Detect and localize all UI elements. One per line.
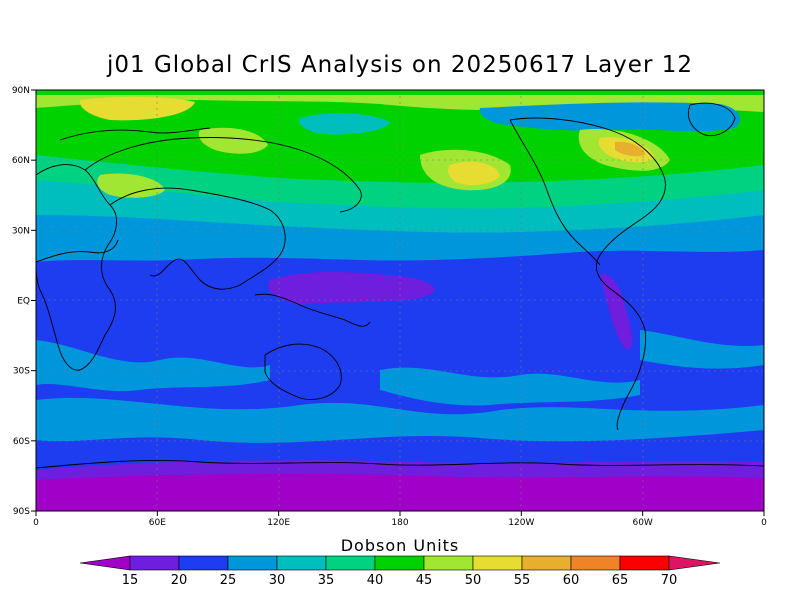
colorbar-segment — [472, 555, 523, 571]
colorbar: 15 20 25 30 35 40 45 50 55 60 65 70 — [79, 555, 721, 588]
colorbar-label: 65 — [612, 573, 629, 588]
colorbar-label: 45 — [416, 573, 433, 588]
colorbar-label: 35 — [318, 573, 335, 588]
colorbar-segment — [129, 555, 180, 571]
ozone-field — [36, 90, 764, 511]
colorbar-label: 55 — [514, 573, 531, 588]
graticule — [36, 90, 764, 511]
colorbar-segment — [325, 555, 376, 571]
colorbar-segment — [178, 555, 229, 571]
colorbar-segment — [570, 555, 621, 571]
colorbar-label: 40 — [367, 573, 384, 588]
lat-tick-label: EQ — [17, 297, 30, 307]
coastlines — [36, 102, 764, 469]
colorbar-title: Dobson Units — [340, 536, 460, 555]
colorbar-label: 15 — [122, 573, 139, 588]
colorbar-high-arrow — [668, 555, 721, 571]
colorbar-segment — [227, 555, 278, 571]
lat-tick-label: 90S — [13, 507, 30, 517]
lat-tick-label: 90N — [12, 86, 30, 96]
colorbar-segment — [374, 555, 425, 571]
lon-tick-label: 60E — [149, 518, 166, 528]
longitude-axis: 0 60E 120E 180 120W 60W 0 — [33, 511, 767, 528]
lat-tick-label: 60S — [13, 437, 30, 447]
lat-tick-label: 30N — [12, 226, 30, 236]
map-title: j01 Global CrIS Analysis on 20250617 Lay… — [107, 52, 693, 78]
colorbar-label: 60 — [563, 573, 580, 588]
lon-tick-label: 180 — [391, 518, 408, 528]
lon-tick-label: 0 — [33, 518, 39, 528]
colorbar-label: 25 — [220, 573, 237, 588]
colorbar-label: 50 — [465, 573, 482, 588]
colorbar-segment — [276, 555, 327, 571]
colorbar-label: 20 — [171, 573, 188, 588]
colorbar-segment — [423, 555, 474, 571]
colorbar-low-arrow — [79, 555, 131, 571]
latitude-axis: 90N 60N 30N EQ 30S 60S 90S — [12, 86, 36, 517]
lon-tick-label: 120W — [508, 518, 534, 528]
colorbar-segment — [521, 555, 572, 571]
lat-tick-label: 30S — [13, 367, 30, 377]
colorbar-label: 30 — [269, 573, 286, 588]
lon-tick-label: 0 — [761, 518, 767, 528]
colorbar-label: 70 — [661, 573, 678, 588]
colorbar-segment — [619, 555, 670, 571]
lon-tick-label: 120E — [267, 518, 290, 528]
lat-tick-label: 60N — [12, 156, 30, 166]
lon-tick-label: 60W — [632, 518, 652, 528]
